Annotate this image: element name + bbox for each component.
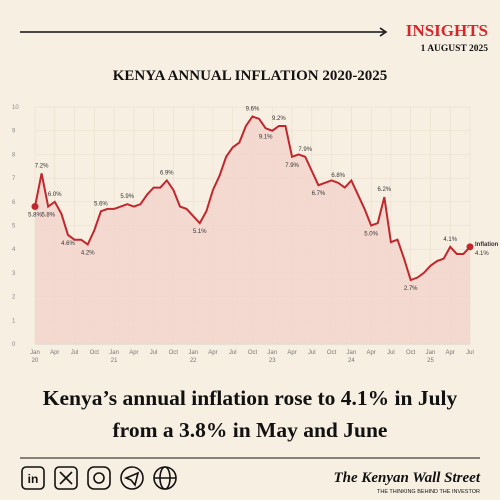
y-tick-label: 0 xyxy=(12,342,16,348)
x-tick-label: Jul xyxy=(387,350,395,356)
data-label: 5.6% xyxy=(94,201,108,207)
y-tick-label: 4 xyxy=(12,247,16,253)
x-tick-label: Apr xyxy=(208,350,217,356)
section-label: INSIGHTS xyxy=(406,21,488,40)
data-label: 5.1% xyxy=(193,229,207,235)
x-tick-label: Jul xyxy=(229,350,237,356)
y-tick-label: 9 xyxy=(12,129,16,135)
y-tick-label: 6 xyxy=(12,200,16,206)
y-tick-label: 1 xyxy=(12,318,16,324)
chart-title: KENYA ANNUAL INFLATION 2020-2025 xyxy=(113,68,388,84)
data-label: 9.2% xyxy=(272,116,286,122)
tagline: THE THINKING BEHIND THE INVESTOR xyxy=(377,489,480,495)
telegram-icon[interactable] xyxy=(120,466,144,490)
series-label: Inflation xyxy=(475,242,499,248)
x-tick-label: Jul xyxy=(308,350,316,356)
data-label: 4.6% xyxy=(61,241,75,247)
linkedin-icon[interactable] xyxy=(21,466,45,490)
data-label: 5.9% xyxy=(120,194,134,200)
data-label: 2.7% xyxy=(404,286,418,292)
line xyxy=(34,115,471,282)
data-label: 9.6% xyxy=(246,106,260,112)
y-tick-label: 10 xyxy=(12,105,19,111)
data-label: 7.9% xyxy=(298,147,312,153)
x-tick-label: Oct xyxy=(406,350,416,356)
brand: The Kenyan Wall Street xyxy=(333,470,480,486)
data-label: 6.8% xyxy=(331,173,345,179)
y-tick-label: 2 xyxy=(12,295,16,301)
data-label: 4.1% xyxy=(475,251,489,257)
y-tick-label: 8 xyxy=(12,152,16,158)
data-label: 7.9% xyxy=(285,163,299,169)
x-tick-label: Apr xyxy=(446,350,455,356)
x-tick-label: Jan 25 xyxy=(426,350,436,364)
data-label: 6.9% xyxy=(160,170,174,176)
x-tick-label: Apr xyxy=(50,350,59,356)
x-tick-label: Apr xyxy=(287,350,296,356)
plot: 0 1 2 3 4 5 6 7 8 9 10 Jan 20 Apr Jul Oct Jan 21 Apr Jul Oct… xyxy=(12,105,499,364)
y-tick-label: 5 xyxy=(12,224,16,230)
svg-text:in: in xyxy=(28,472,39,486)
x-tick-label: Jan 20 xyxy=(30,350,40,364)
x-tick-label: Jul xyxy=(466,350,474,356)
x-tick-label: Oct xyxy=(169,350,179,356)
data-label: 6.7% xyxy=(312,191,326,197)
data-label: 5.8% xyxy=(28,213,42,219)
data-label: 9.1% xyxy=(259,134,273,140)
x-tick-label: Oct xyxy=(327,350,337,356)
date: 1 AUGUST 2025 xyxy=(421,44,489,54)
data-label: 4.1% xyxy=(443,237,457,243)
x-tick-label: Apr xyxy=(366,350,375,356)
x-icon[interactable] xyxy=(54,466,78,490)
data-label: 6.2% xyxy=(377,187,391,193)
data-label: 6.0% xyxy=(48,192,62,198)
data-label: 5.0% xyxy=(364,232,378,238)
x-tick-label: Jan 23 xyxy=(267,350,277,364)
social-icons: in xyxy=(21,466,177,490)
x-tick-label: Apr xyxy=(129,350,138,356)
x-tick-label: Jan 24 xyxy=(347,350,357,364)
x-tick-label: Jan 22 xyxy=(188,350,198,364)
end-point xyxy=(466,243,474,251)
y-tick-label: 3 xyxy=(12,271,16,277)
headline: from a 3.8% in May and June xyxy=(113,418,388,442)
headline: Kenya’s annual inflation rose to 4.1% in… xyxy=(43,386,458,410)
data-label: 4.2% xyxy=(81,250,95,256)
end-point xyxy=(31,203,39,211)
x-tick-label: Oct xyxy=(248,350,258,356)
x-tick-label: Jan 21 xyxy=(109,350,119,364)
area xyxy=(35,116,470,344)
data-label: 7.2% xyxy=(35,163,49,169)
x-tick-label: Oct xyxy=(90,350,100,356)
instagram-icon[interactable] xyxy=(87,466,111,490)
y-tick-label: 7 xyxy=(12,176,16,182)
data-label: 5.8% xyxy=(41,213,55,219)
x-tick-label: Jul xyxy=(71,350,79,356)
arrow-head xyxy=(379,27,388,37)
x-tick-label: Jul xyxy=(150,350,158,356)
